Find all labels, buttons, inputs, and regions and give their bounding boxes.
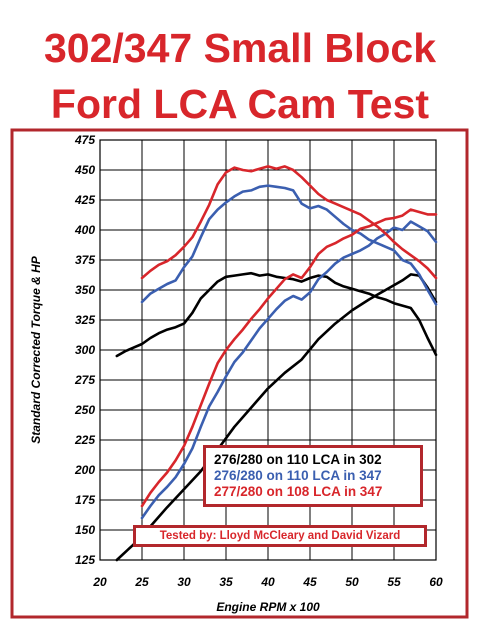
x-axis-label: Engine RPM x 100 xyxy=(216,600,320,614)
y-tick-label: 375 xyxy=(75,253,95,267)
credit-text: Tested by: Lloyd McCleary and David Viza… xyxy=(159,530,401,542)
y-tick-label: 400 xyxy=(74,223,95,237)
y-tick-label: 125 xyxy=(75,553,95,567)
legend: 276/280 on 110 LCA in 302 276/280 on 110… xyxy=(203,445,423,507)
legend-entry-347-108: 277/280 on 108 LCA in 347 xyxy=(214,484,383,499)
series-layer xyxy=(115,165,438,562)
y-tick-label: 250 xyxy=(74,403,95,417)
y-tick-label: 275 xyxy=(74,373,95,387)
credit-box: Tested by: Lloyd McCleary and David Viza… xyxy=(133,525,427,547)
x-tick-label: 60 xyxy=(429,575,443,589)
legend-entry-347-110: 276/280 on 110 LCA in 347 xyxy=(214,468,382,483)
x-tick-label: 30 xyxy=(177,575,191,589)
x-tick-label: 45 xyxy=(302,575,317,589)
chart-title-line-1: 302/347 Small Block xyxy=(43,25,437,71)
y-tick-label: 225 xyxy=(74,433,95,447)
y-tick-label: 350 xyxy=(75,283,95,297)
y-tick-label: 450 xyxy=(74,163,95,177)
x-tick-label: 25 xyxy=(134,575,149,589)
plot-area-border xyxy=(99,139,437,561)
y-tick-label: 150 xyxy=(75,523,95,537)
series-line-347-110-hp xyxy=(140,220,438,520)
chart-outer-frame xyxy=(10,128,469,619)
y-tick-label: 325 xyxy=(75,313,95,327)
series-line-347-110-torque xyxy=(140,184,438,306)
series-line-302-110-hp xyxy=(115,273,438,562)
x-tick-label: 50 xyxy=(345,575,359,589)
y-tick-label: 300 xyxy=(75,343,95,357)
series-line-347-108-hp xyxy=(140,208,438,508)
x-tick-label: 40 xyxy=(260,575,275,589)
y-tick-label: 425 xyxy=(74,193,95,207)
legend-entry-302-110: 276/280 on 110 LCA in 302 xyxy=(214,452,382,467)
x-tick-label: 20 xyxy=(92,575,107,589)
chart-title-line-2: Ford LCA Cam Test xyxy=(50,81,430,127)
tick-labels: 20 25 30 35 40 45 50 55 60 125 150 175 200 225 250 275 3… xyxy=(74,133,443,589)
y-tick-label: 200 xyxy=(74,463,95,477)
series-line-347-108-torque xyxy=(140,165,438,280)
x-tick-label: 35 xyxy=(219,575,233,589)
series-line-302-110-torque xyxy=(115,271,438,358)
y-tick-label: 175 xyxy=(75,493,95,507)
y-axis-label-text: Standard Corrected Torque & HP xyxy=(29,256,43,444)
x-tick-label: 55 xyxy=(387,575,401,589)
y-tick-label: 475 xyxy=(74,133,95,147)
